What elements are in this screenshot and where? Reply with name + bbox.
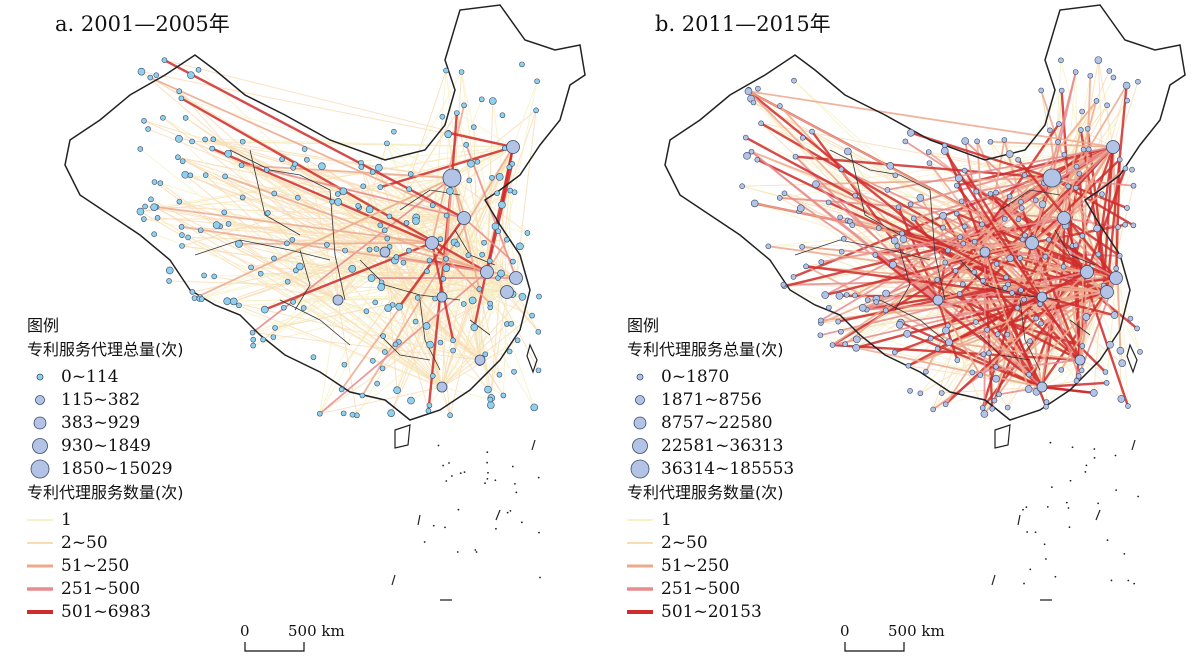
legend-title: 图例 [27,316,60,335]
node-symbol-3 [633,416,647,430]
legend-title: 图例 [627,316,660,335]
link-legend-item: 251~500 [627,578,784,601]
link-class-label: 501~20153 [661,602,762,622]
link-class-label: 2~50 [61,533,108,553]
link-legend-item: 51~250 [27,555,184,578]
scale-zero: 0 [240,622,250,640]
panel-title: a. 2001—2005年 [55,12,230,36]
link-class-label: 1 [661,510,672,530]
link-symbol-2 [27,542,53,544]
panel-title: b. 2011—2015年 [655,12,831,36]
node-legend-item: 1871~8756 [627,389,784,412]
node-legend-item: 0~1870 [627,366,784,389]
link-class-label: 2~50 [661,533,708,553]
node-symbol-5 [30,459,50,479]
link-symbol-3 [27,564,53,568]
node-class-label: 1850~15029 [61,459,173,479]
china-flow-map-a [64,4,586,601]
island-dots [1022,441,1140,585]
node-symbol-4 [32,438,48,454]
legend: 图例 专利服务代理总量(次) 0~114 115~382 383~929 930… [27,318,184,624]
south-sea-islands [391,343,538,601]
node-class-label: 1871~8756 [661,390,762,410]
scale-line [844,642,905,652]
link-legend-item: 51~250 [627,555,784,578]
node-legend-item: 0~114 [27,366,184,389]
node-class-label: 0~1870 [661,367,730,387]
china-flow-map-b [664,4,1186,601]
node-class-label: 36314~185553 [661,459,795,479]
node-legend-item: 36314~185553 [627,458,794,481]
link-symbol-5 [627,610,653,614]
node-legend-title: 专利服务代理总量(次) [27,340,184,359]
city-nodes-layer [739,56,1143,418]
scale-line [244,642,305,652]
link-legend-item: 501~20153 [627,601,784,624]
link-legend-item: 2~50 [27,532,184,555]
link-legend-item: 1 [27,509,184,532]
node-legend-item: 930~1849 [27,435,184,458]
node-legend-title: 专利代理服务总量(次) [627,340,784,359]
scale-label: 500 km [888,622,945,640]
node-class-label: 930~1849 [61,436,151,456]
link-symbol-1 [627,519,653,521]
scale-zero: 0 [840,622,850,640]
link-symbol-5 [27,610,53,614]
link-symbol-3 [627,564,653,568]
link-legend-item: 1 [627,509,784,532]
link-symbol-4 [27,587,53,591]
link-legend-item: 251~500 [27,578,184,601]
node-symbol-1 [636,373,644,381]
node-symbol-2 [635,395,645,405]
link-legend-title: 专利代理服务数量(次) [27,483,184,502]
node-class-label: 22581~36313 [661,436,784,456]
node-legend-item: 22581~36313 [627,435,784,458]
link-legend-item: 501~6983 [27,601,184,624]
china-boundary [664,4,1186,421]
node-symbol-4 [632,438,648,454]
node-class-label: 115~382 [61,390,141,410]
node-legend-item: 383~929 [27,412,184,435]
link-class-label: 501~6983 [61,602,151,622]
link-class-label: 1 [61,510,72,530]
legend: 图例 专利代理服务总量(次) 0~1870 1871~8756 8757~225… [627,316,794,624]
link-symbol-4 [627,587,653,591]
link-class-label: 251~500 [61,579,141,599]
link-class-label: 51~250 [661,556,730,576]
node-class-label: 383~929 [61,413,141,433]
node-symbol-5 [630,459,650,479]
node-legend-item: 1850~15029 [27,458,184,481]
china-boundary [64,4,586,421]
node-legend-item: 115~382 [27,389,184,412]
link-symbol-2 [627,542,653,544]
node-legend-item: 8757~22580 [627,412,784,435]
south-sea-islands [991,343,1138,601]
scale-label: 500 km [288,622,345,640]
map-panel-b: b. 2011—2015年 图例 专利代理服务总量(次) 0~1870 1871… [600,0,1199,665]
city-nodes-layer [136,57,542,419]
map-panel-a: a. 2001—2005年 图例 专利服务代理总量(次) 0~114 115~3… [27,4,586,652]
link-legend-item: 2~50 [627,532,784,555]
link-symbol-1 [27,519,53,521]
node-class-label: 8757~22580 [661,413,773,433]
node-symbol-1 [36,373,44,381]
node-symbol-3 [33,416,47,430]
node-class-label: 0~114 [61,367,119,387]
link-class-label: 251~500 [661,579,741,599]
province-boundary [794,149,1096,371]
island-dots [423,444,541,579]
node-symbol-2 [35,395,45,405]
link-legend-title: 专利代理服务数量(次) [627,483,784,502]
link-class-label: 51~250 [61,556,130,576]
